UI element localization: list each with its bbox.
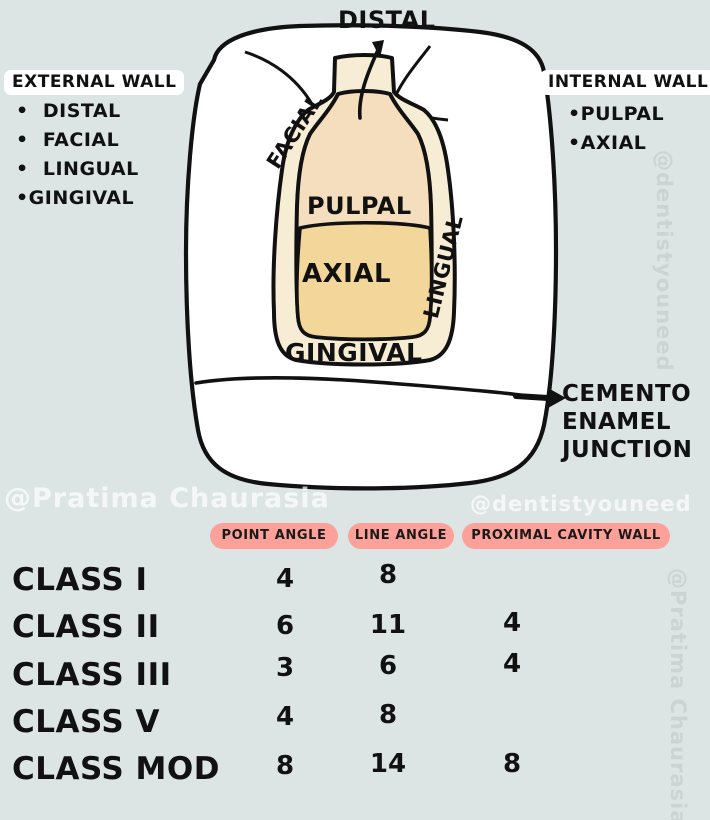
table-cell-point-angle: 4 — [275, 702, 295, 732]
cej-line-2: ENAMEL — [562, 409, 672, 436]
table-row-label: CLASS II — [12, 609, 160, 645]
table-cell-line-angle: 8 — [378, 560, 398, 590]
angles-table: POINT ANGLE LINE ANGLE PROXIMAL CAVITY W… — [0, 520, 710, 820]
external-wall-title: EXTERNAL WALL — [4, 70, 185, 95]
internal-wall-list: PULPAL AXIAL — [568, 100, 664, 158]
cej-line-3: JUNCTION — [562, 437, 693, 464]
table-cell-proximal-cavity-wall: 4 — [502, 649, 522, 679]
table-cell-point-angle: 4 — [275, 564, 295, 594]
table-row-label: CLASS V — [12, 704, 161, 740]
table-cell-line-angle: 6 — [378, 651, 398, 681]
table-row-label: CLASS MOD — [12, 751, 220, 787]
table-cell-line-angle: 11 — [369, 610, 407, 640]
table-cell-point-angle: 8 — [275, 751, 295, 781]
table-row-label: CLASS I — [12, 562, 148, 598]
distal-label: DISTAL — [338, 6, 436, 34]
cemento-enamel-junction-label: CEMENTO ENAMEL JUNCTION — [562, 380, 692, 464]
table-cell-proximal-cavity-wall: 8 — [502, 749, 522, 779]
internal-wall-title: INTERNAL WALL — [540, 70, 710, 95]
cej-arrow — [513, 388, 566, 408]
tooth-cusp-line-left — [244, 50, 314, 105]
table-cell-point-angle: 3 — [275, 653, 295, 683]
watermark-pratima-horizontal: @Pratima Chaurasia — [4, 483, 330, 514]
table-row-label: CLASS III — [12, 657, 172, 693]
pulpal-wall-label: PULPAL — [307, 192, 412, 220]
cemento-enamel-junction-line — [194, 375, 522, 397]
internal-wall-item: PULPAL — [568, 100, 664, 129]
column-header-point-angle: POINT ANGLE — [210, 523, 338, 549]
internal-wall-item: AXIAL — [568, 129, 664, 158]
external-wall-item: GINGIVAL — [16, 184, 139, 213]
gingival-wall-label: GINGIVAL — [285, 338, 423, 367]
table-cell-proximal-cavity-wall: 4 — [502, 608, 522, 638]
tooth-cross-section-diagram — [183, 23, 566, 491]
cej-line-1: CEMENTO — [562, 381, 692, 407]
external-wall-list: DISTAL FACIAL LINGUAL GINGIVAL — [16, 97, 139, 213]
axial-wall-label: AXIAL — [302, 259, 392, 289]
table-cell-line-angle: 14 — [369, 749, 407, 779]
cavity-axial-region — [295, 220, 434, 342]
watermark-dentistyouneed-horizontal: @dentistyouneed — [470, 492, 692, 516]
table-cell-point-angle: 6 — [275, 611, 295, 641]
distal-arrow — [357, 40, 384, 120]
external-wall-item: DISTAL — [16, 97, 139, 126]
table-cell-line-angle: 8 — [378, 700, 398, 730]
external-wall-item: FACIAL — [16, 126, 139, 155]
column-header-proximal-cavity-wall: PROXIMAL CAVITY WALL — [462, 523, 670, 549]
watermark-dentistyouneed-vertical: @dentistyouneed — [652, 150, 676, 372]
external-wall-item: LINGUAL — [16, 155, 139, 184]
column-header-line-angle: LINE ANGLE — [348, 523, 454, 549]
